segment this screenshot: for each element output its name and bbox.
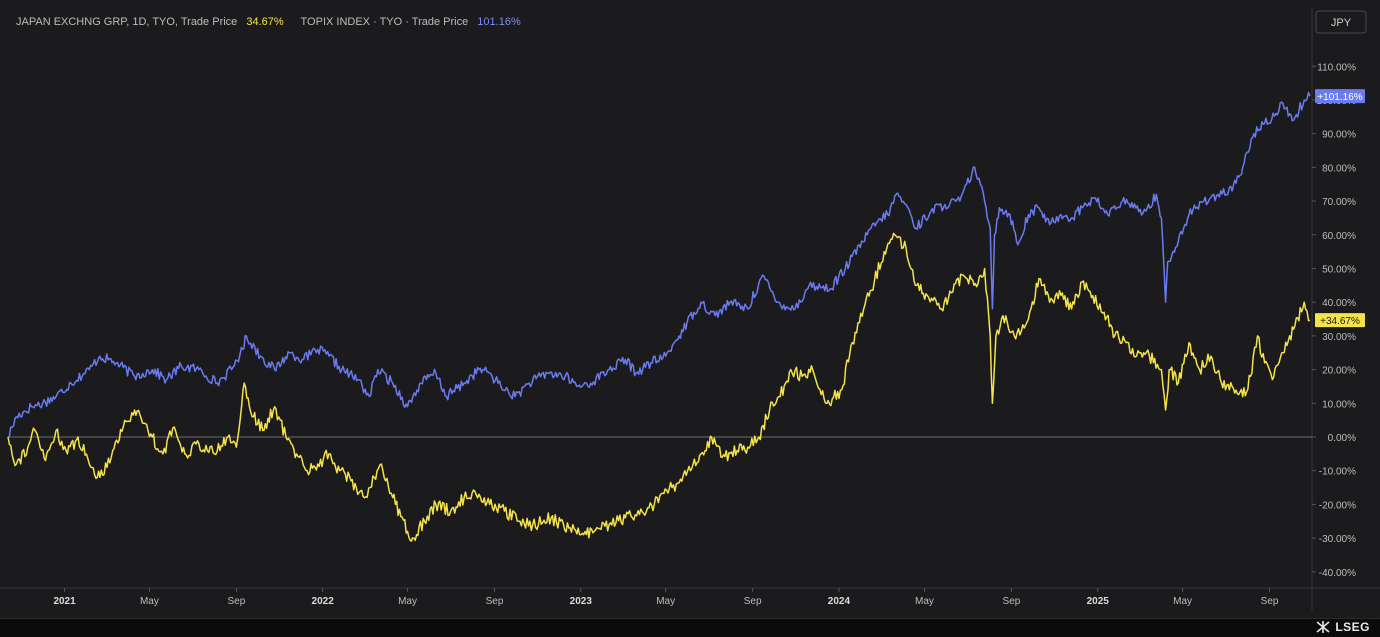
y-tick-label: 30.00% [1322, 332, 1356, 343]
y-tick-label: 60.00% [1322, 231, 1356, 242]
x-tick-label: May [915, 596, 934, 607]
x-tick-label: May [656, 596, 675, 607]
badge-background [1315, 313, 1365, 328]
price-badge-jpx: +34.67% [1315, 313, 1365, 328]
series-line-topix [7, 91, 1311, 438]
x-tick-label: 2022 [312, 596, 335, 607]
lseg-icon [1316, 621, 1330, 633]
brand-name: LSEG [1335, 620, 1370, 634]
x-tick-label: Sep [1261, 596, 1279, 607]
y-tick-label: 20.00% [1322, 366, 1356, 377]
x-tick-label: May [1173, 596, 1192, 607]
y-tick-label: 10.00% [1322, 399, 1356, 410]
x-tick-label: May [398, 596, 417, 607]
y-tick-label: 110.00% [1317, 62, 1356, 73]
badge-background [1315, 89, 1365, 104]
legend-jpx-value: 34.67% [246, 16, 284, 28]
x-tick-label: May [140, 596, 159, 607]
price-badge-topix: +101.16% [1315, 89, 1365, 104]
y-tick-label: 90.00% [1322, 130, 1356, 141]
badge-label: +101.16% [1317, 92, 1362, 103]
y-tick-label: 0.00% [1328, 433, 1356, 444]
y-tick-label: 50.00% [1322, 265, 1356, 276]
x-tick-label: 2021 [53, 596, 76, 607]
badge-label: +34.67% [1320, 316, 1360, 327]
grid-layer [0, 8, 1380, 610]
x-tick-label: Sep [486, 596, 504, 607]
y-tick-label: -10.00% [1319, 467, 1356, 478]
series-layer [7, 91, 1311, 542]
x-tick-label: Sep [1003, 596, 1021, 607]
x-tick-label: Sep [228, 596, 246, 607]
y-tick-label: -30.00% [1319, 534, 1356, 545]
legend-topix-value: 101.16% [477, 16, 521, 28]
legend-jpx-label: JAPAN EXCHNG GRP, 1D, TYO, Trade Price [16, 16, 237, 28]
currency-button-frame [1315, 10, 1367, 34]
price-badges: +101.16% +34.67% [1315, 89, 1365, 328]
y-tick-label: 70.00% [1322, 197, 1356, 208]
y-tick-label: 40.00% [1322, 298, 1356, 309]
y-tick-label: -40.00% [1319, 568, 1356, 579]
x-tick-label: 2025 [1087, 596, 1110, 607]
chart-background [0, 0, 1380, 618]
y-tick-label: -20.00% [1319, 500, 1356, 511]
currency-label: JPY [1331, 17, 1352, 29]
x-tick-label: 2024 [828, 596, 851, 607]
footer-bar [0, 618, 1380, 637]
x-tick-label: 2023 [570, 596, 593, 607]
currency-button[interactable]: JPY [1315, 10, 1367, 34]
x-axis: 2021 May Sep 2022 May Sep 2023 May Sep 2024 May Sep… [53, 588, 1279, 607]
legend-topix-label: TOPIX INDEX · TYO · Trade Price [301, 16, 469, 28]
legend: JAPAN EXCHNG GRP, 1D, TYO, Trade Price 3… [16, 16, 521, 28]
y-tick-label: 80.00% [1322, 163, 1356, 174]
brand-logo: LSEG [1315, 619, 1370, 635]
performance-chart[interactable]: 110.00%100.00%90.00%80.00%70.00%60.00%50… [0, 0, 1380, 618]
series-line-jpx [7, 232, 1311, 542]
x-tick-label: Sep [744, 596, 762, 607]
